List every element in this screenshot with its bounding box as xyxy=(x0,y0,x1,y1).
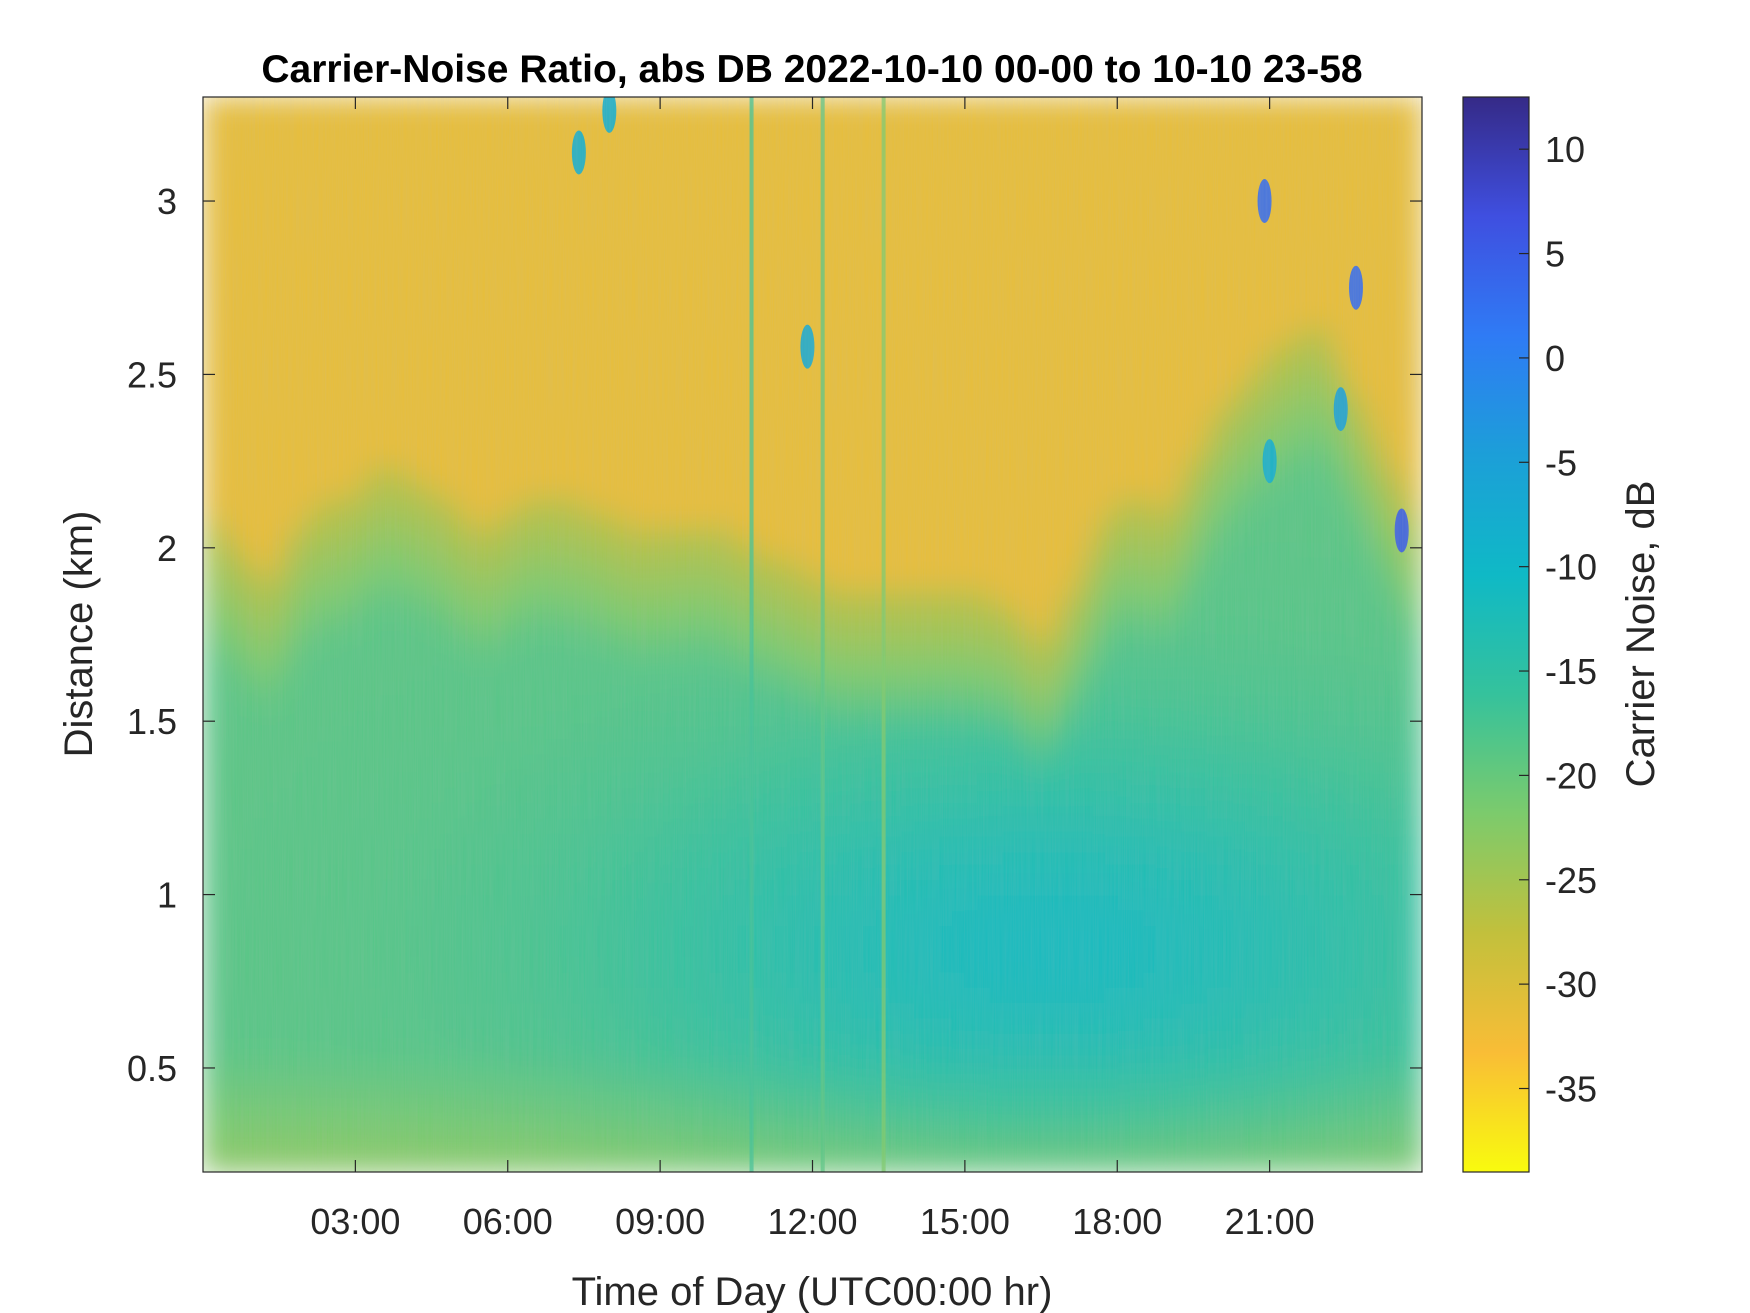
heatmap-area xyxy=(203,97,1422,1172)
chart-title: Carrier-Noise Ratio, abs DB 2022-10-10 0… xyxy=(261,48,1362,91)
